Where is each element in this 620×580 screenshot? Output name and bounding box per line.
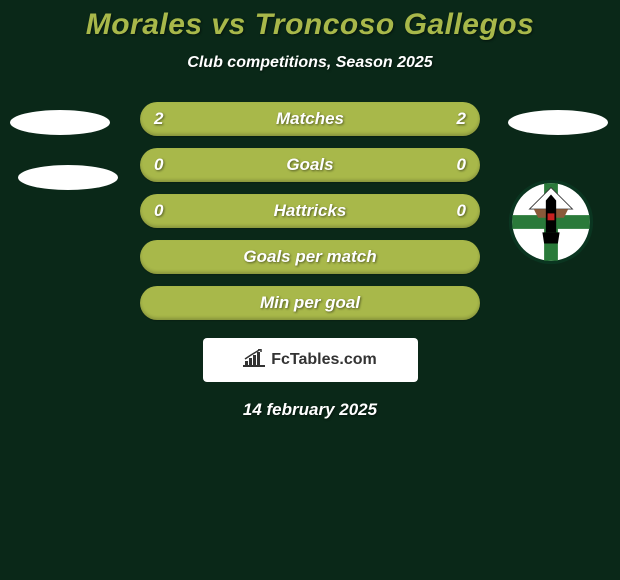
- stat-right-value: 0: [457, 155, 466, 175]
- stat-left-value: 2: [154, 109, 163, 129]
- club-logo-icon: [508, 179, 594, 265]
- stat-row-min-per-goal: Min per goal: [140, 286, 480, 320]
- comparison-card: Morales vs Troncoso Gallegos Club compet…: [0, 0, 620, 420]
- stat-row-goals-per-match: Goals per match: [140, 240, 480, 274]
- subtitle: Club competitions, Season 2025: [0, 54, 620, 72]
- date-text: 14 february 2025: [0, 400, 620, 420]
- stat-rows: 2 Matches 2 0 Goals 0 0 Hattricks 0 Goal…: [140, 102, 480, 320]
- stat-right-value: 0: [457, 201, 466, 221]
- stat-label: Hattricks: [274, 201, 347, 221]
- placeholder-ellipse: [10, 110, 110, 135]
- stat-row-matches: 2 Matches 2: [140, 102, 480, 136]
- placeholder-ellipse: [18, 165, 118, 190]
- stat-row-goals: 0 Goals 0: [140, 148, 480, 182]
- stat-right-value: 2: [457, 109, 466, 129]
- stat-label: Goals: [286, 155, 333, 175]
- placeholder-ellipse: [508, 110, 608, 135]
- player-left-avatar: [10, 110, 118, 190]
- stat-row-hattricks: 0 Hattricks 0: [140, 194, 480, 228]
- stat-label: Goals per match: [243, 247, 376, 267]
- bar-chart-icon: [243, 349, 265, 372]
- stat-label: Min per goal: [260, 293, 360, 313]
- watermark-text: FcTables.com: [271, 351, 377, 369]
- player-right-avatar: [508, 110, 608, 265]
- watermark: FcTables.com: [203, 338, 418, 382]
- main-area: 2 Matches 2 0 Goals 0 0 Hattricks 0 Goal…: [0, 102, 620, 420]
- stat-label: Matches: [276, 109, 344, 129]
- stat-left-value: 0: [154, 155, 163, 175]
- stat-left-value: 0: [154, 201, 163, 221]
- page-title: Morales vs Troncoso Gallegos: [0, 8, 620, 42]
